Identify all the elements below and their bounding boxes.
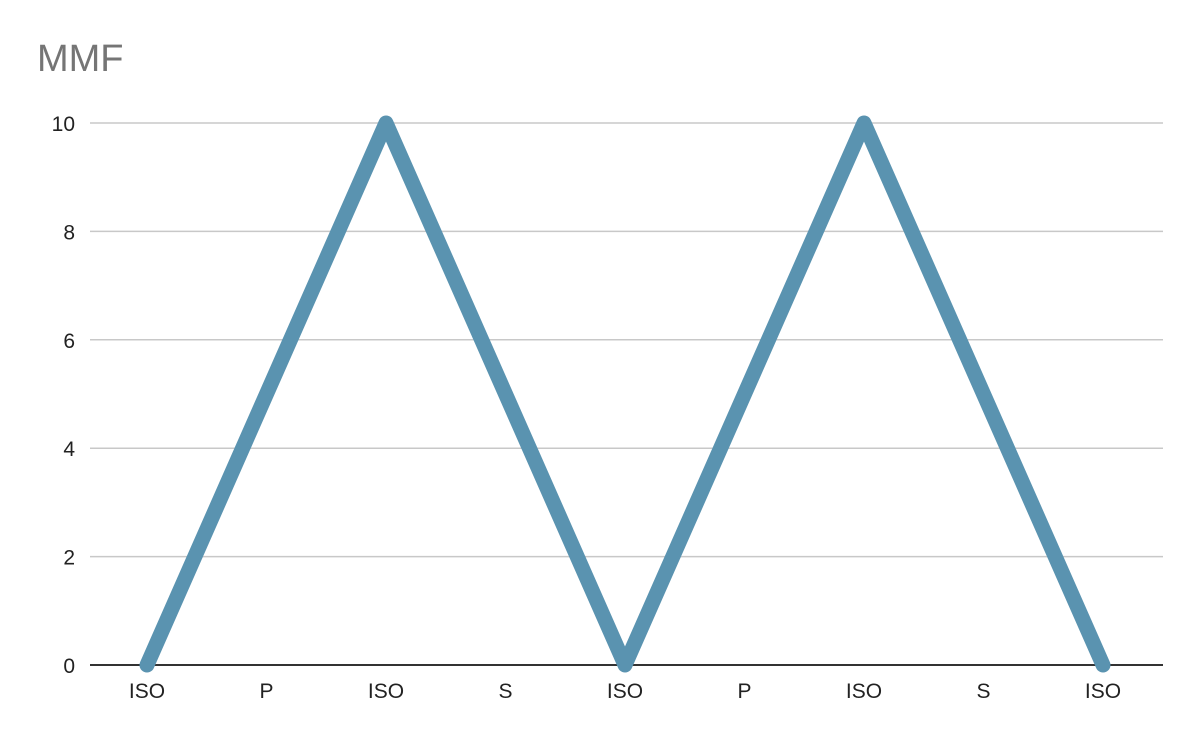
x-tick-label: P <box>259 680 273 703</box>
x-tick-label: ISO <box>129 680 165 703</box>
gridlines <box>90 122 1163 558</box>
x-tick-label: ISO <box>607 680 643 703</box>
y-tick-label: 2 <box>63 547 75 570</box>
y-tick-label: 10 <box>52 113 75 136</box>
chart-title: MMF <box>37 38 124 80</box>
y-tick-label: 6 <box>63 330 75 353</box>
x-tick-label: S <box>498 680 512 703</box>
x-tick-label: ISO <box>846 680 882 703</box>
series-line <box>139 115 1111 673</box>
y-tick-label: 0 <box>63 655 75 678</box>
y-tick-label: 4 <box>63 438 75 461</box>
x-axis-tick-labels: ISO P ISO S ISO P ISO S ISO <box>129 680 1121 703</box>
x-tick-label: S <box>976 680 990 703</box>
x-tick-label: P <box>737 680 751 703</box>
y-tick-label: 8 <box>63 221 75 244</box>
x-tick-label: ISO <box>368 680 404 703</box>
y-axis-tick-labels: 0 2 4 6 8 10 <box>52 113 76 678</box>
series-lines <box>139 115 1111 673</box>
x-tick-label: ISO <box>1085 680 1121 703</box>
